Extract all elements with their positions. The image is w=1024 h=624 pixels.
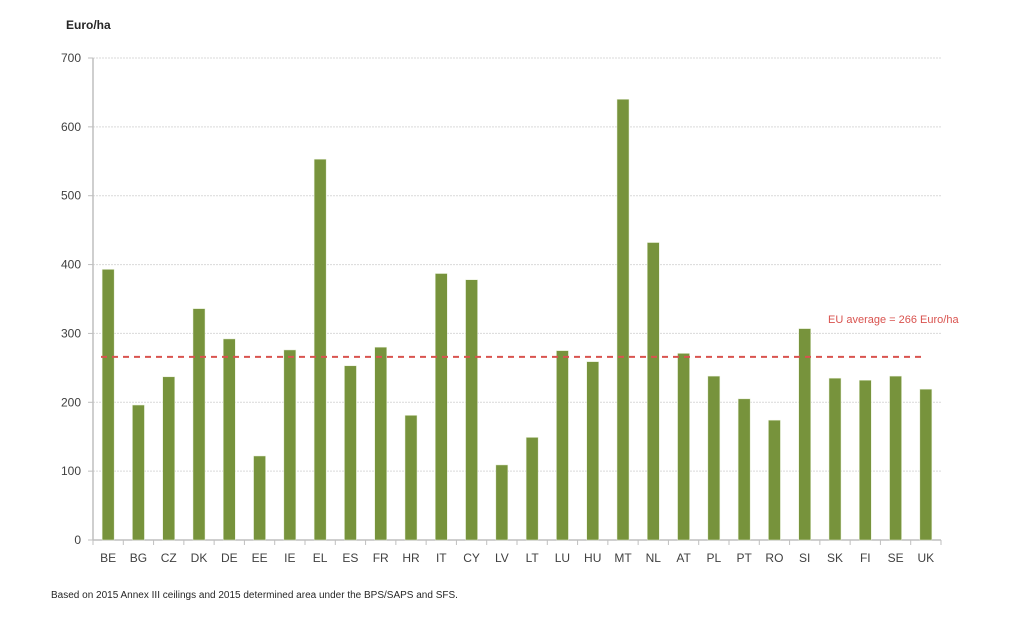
bar-nl bbox=[647, 242, 660, 541]
x-tick-label: IT bbox=[436, 551, 447, 565]
x-tick-label: UK bbox=[918, 551, 935, 565]
bar-si bbox=[798, 328, 811, 541]
bar-lu bbox=[556, 350, 569, 541]
x-tick-label: ES bbox=[342, 551, 358, 565]
x-tick-label: CY bbox=[463, 551, 480, 565]
bar-dk bbox=[192, 308, 206, 541]
bar-de bbox=[223, 338, 236, 541]
x-tick-label: LV bbox=[495, 551, 509, 565]
x-tick-label: FR bbox=[373, 551, 389, 565]
y-tick-label: 700 bbox=[61, 51, 81, 65]
bar-be bbox=[101, 269, 115, 541]
y-tick-label: 100 bbox=[61, 464, 81, 478]
x-tick-label: RO bbox=[765, 551, 783, 565]
bar-pl bbox=[707, 375, 721, 541]
x-tick-label: SE bbox=[888, 551, 904, 565]
bar-ie bbox=[283, 349, 297, 541]
bar-ro bbox=[768, 419, 781, 541]
footnote: Based on 2015 Annex III ceilings and 201… bbox=[51, 590, 458, 601]
x-tick-label: BG bbox=[130, 551, 147, 565]
bar-fr bbox=[374, 346, 387, 541]
y-tick-label: 200 bbox=[61, 395, 81, 409]
y-axis-title: Euro/ha bbox=[66, 18, 111, 32]
y-tick-label: 0 bbox=[74, 533, 81, 547]
bar-hr bbox=[404, 415, 418, 541]
y-tick-label: 500 bbox=[61, 189, 81, 203]
x-tick-label: DK bbox=[191, 551, 208, 565]
bar-es bbox=[344, 365, 357, 541]
x-tick-label: FI bbox=[860, 551, 871, 565]
bar-se bbox=[889, 375, 902, 541]
x-tick-label: SK bbox=[827, 551, 843, 565]
bar-pt bbox=[737, 398, 751, 541]
bar-bg bbox=[132, 404, 145, 541]
x-tick-label: NL bbox=[646, 551, 662, 565]
bar-hu bbox=[586, 361, 599, 541]
bar-el bbox=[313, 158, 327, 541]
x-tick-label: DE bbox=[221, 551, 238, 565]
x-tick-label: PL bbox=[707, 551, 722, 565]
x-tick-label: EL bbox=[313, 551, 328, 565]
x-tick-label: EE bbox=[252, 551, 268, 565]
bar-ee bbox=[253, 455, 266, 541]
x-tick-label: HU bbox=[584, 551, 601, 565]
bar-sk bbox=[828, 377, 842, 541]
x-tick-label: MT bbox=[614, 551, 632, 565]
x-tick-label: PT bbox=[736, 551, 752, 565]
x-tick-label: AT bbox=[676, 551, 691, 565]
bar-cy bbox=[465, 279, 478, 541]
x-tick-label: LU bbox=[555, 551, 570, 565]
x-tick-label: CZ bbox=[161, 551, 177, 565]
bar-lt bbox=[525, 437, 539, 541]
bar-cz bbox=[162, 376, 175, 541]
x-tick-label: HR bbox=[402, 551, 420, 565]
x-tick-label: BE bbox=[100, 551, 116, 565]
bar-mt bbox=[616, 99, 630, 541]
bar-lv bbox=[495, 464, 509, 541]
bar-it bbox=[435, 273, 448, 541]
y-tick-label: 400 bbox=[61, 258, 81, 272]
x-tick-label: IE bbox=[284, 551, 295, 565]
y-tick-label: 600 bbox=[61, 120, 81, 134]
x-tick-label: LT bbox=[526, 551, 540, 565]
y-tick-label: 300 bbox=[61, 326, 81, 340]
eu-average-label: EU average = 266 Euro/ha bbox=[828, 314, 959, 326]
bar-uk bbox=[919, 388, 933, 541]
bar-at bbox=[677, 353, 690, 541]
bar-fi bbox=[859, 380, 872, 541]
x-tick-label: SI bbox=[799, 551, 810, 565]
